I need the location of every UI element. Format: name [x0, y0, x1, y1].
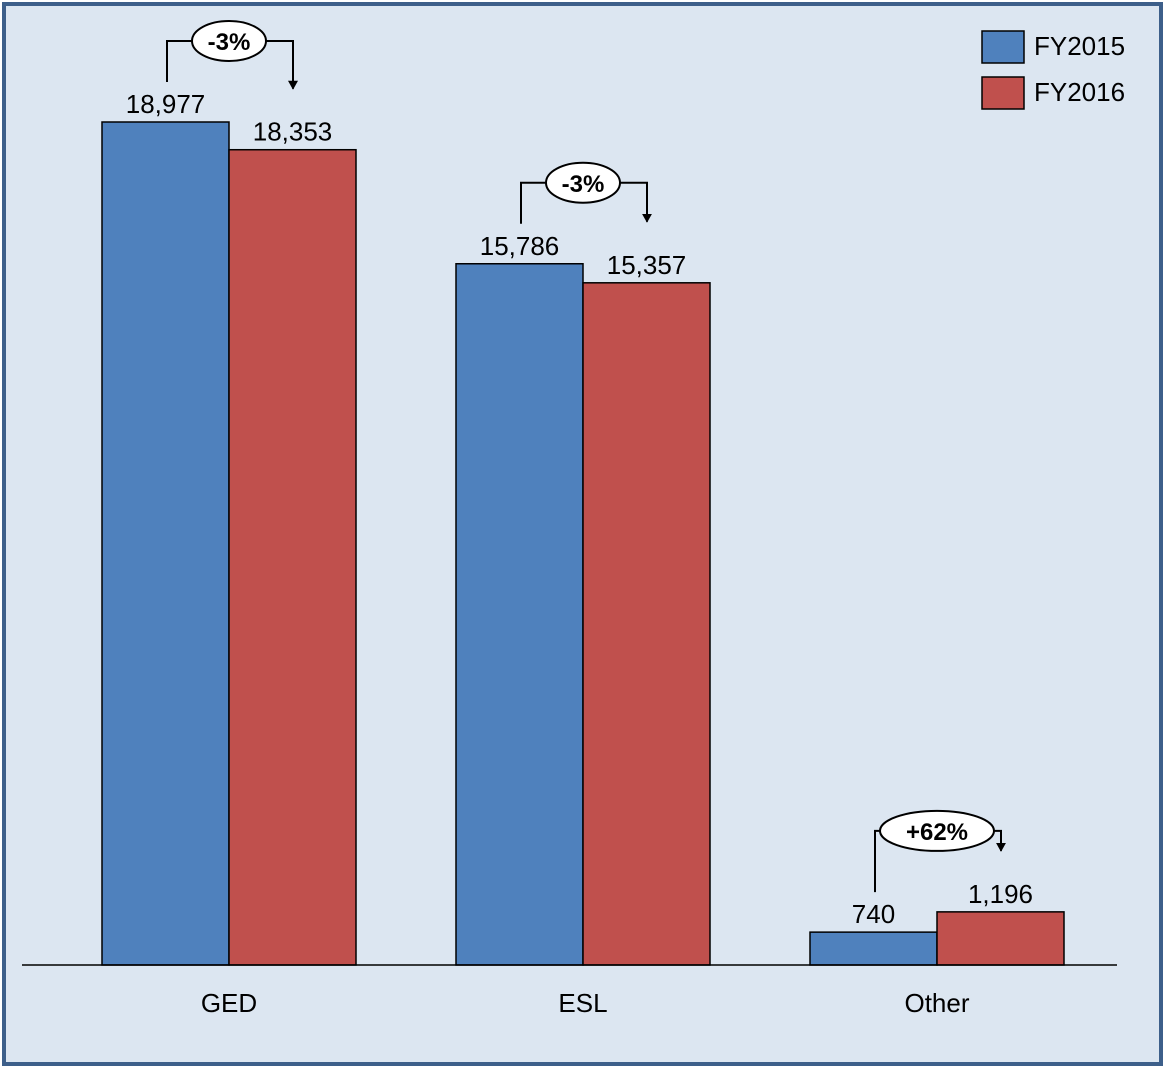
legend-label: FY2016: [1034, 77, 1125, 107]
bar-fy2016-ged: [228, 148, 357, 966]
data-label: 18,977: [126, 89, 206, 119]
x-tick-label: GED: [201, 988, 257, 1018]
change-badge: [545, 161, 621, 204]
legend-label: FY2015: [1034, 31, 1125, 61]
legend-swatch-fy2015: [981, 30, 1025, 64]
data-label: 18,353: [253, 117, 333, 147]
bar-fy2015-other: [809, 931, 938, 966]
change-badge: [879, 809, 995, 852]
x-tick-label: ESL: [558, 988, 607, 1018]
change-label: -3%: [562, 171, 605, 198]
bar-fy2015-esl: [455, 263, 584, 966]
data-label: 15,786: [480, 231, 560, 261]
change-label: -3%: [208, 29, 251, 56]
change-badge: [191, 20, 267, 62]
bar-fy2016-esl: [582, 282, 711, 966]
change-annotation: -3%: [520, 161, 652, 224]
bar-fy2016-other: [936, 911, 1065, 966]
x-tick-label: Other: [904, 988, 969, 1018]
data-label: 740: [852, 899, 895, 929]
bar-fy2015-ged: [101, 121, 230, 966]
data-label: 1,196: [968, 879, 1033, 909]
legend-swatch-fy2016: [981, 76, 1025, 110]
data-label: 15,357: [607, 250, 687, 280]
change-annotation: +62%: [874, 809, 1006, 893]
change-label: +62%: [906, 819, 968, 846]
change-annotation: -3%: [166, 20, 298, 90]
